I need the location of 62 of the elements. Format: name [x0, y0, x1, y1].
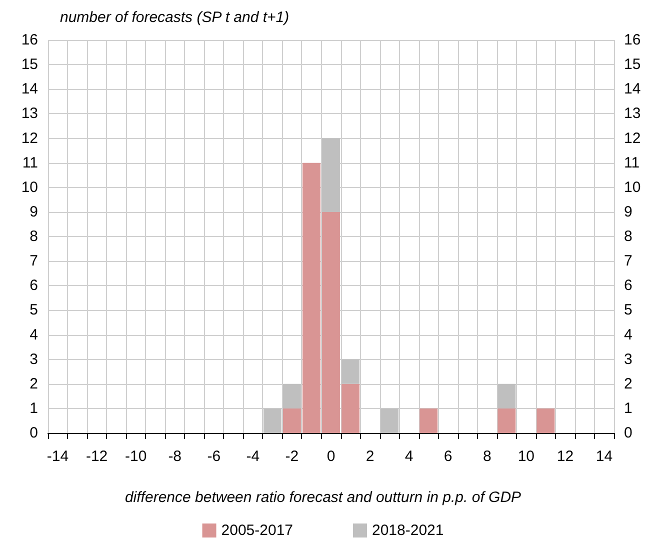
y-tick-label: 1 [30, 400, 38, 417]
y2-tick-label: 7 [624, 252, 632, 270]
y-tick-label: 7 [30, 252, 38, 270]
y-tick-label: 6 [30, 277, 38, 294]
x-tick-label: 4 [404, 448, 414, 465]
x-tick-label: -4 [246, 448, 260, 465]
y-tick-label: 9 [30, 203, 38, 220]
y2-tick-label: 1 [624, 400, 632, 417]
y2-tick-label: 8 [624, 228, 632, 245]
bar [263, 408, 282, 433]
x-axis-title: difference between ratio forecast and outturn in p.p. of GDP [124, 489, 522, 506]
x-tick-label: -2 [285, 448, 299, 465]
x-tick-label: 0 [326, 448, 336, 465]
x-tick-label: -6 [207, 448, 221, 465]
y-tick-label: 10 [21, 178, 38, 196]
x-tick-label: 2 [366, 448, 374, 465]
y2-tick-label: 11 [624, 154, 640, 172]
y-tick-label: 12 [21, 130, 38, 147]
y-tick-label: 0 [30, 424, 38, 442]
x-tick-label: 12 [556, 448, 574, 465]
x-tick-label: -12 [86, 448, 108, 465]
bar [342, 359, 360, 384]
y2-tick-label: 14 [624, 80, 641, 98]
y2-tick-label: 9 [624, 203, 632, 220]
x-tick-label: -8 [168, 448, 182, 465]
y2-tick-label: 6 [624, 277, 632, 294]
x-tick-label: 10 [518, 448, 535, 465]
x-tick-label: -10 [124, 448, 147, 465]
y-tick-label: 3 [30, 350, 38, 368]
y2-tick-label: 13 [624, 105, 641, 122]
x-tick-label: 14 [596, 448, 613, 465]
y-tick-label: 13 [21, 105, 38, 122]
y2-tick-label: 12 [624, 130, 641, 147]
bar [498, 408, 516, 433]
legend-label: 2005-2017 [221, 522, 293, 539]
y-tick-label: 4 [30, 326, 38, 344]
y2-tick-label: 3 [624, 350, 632, 368]
y-tick-label: 8 [30, 228, 38, 245]
bar [380, 408, 399, 433]
x-tick-label: 6 [444, 448, 452, 465]
bar [322, 138, 340, 212]
y2-tick-label: 2 [624, 375, 632, 392]
y2-tick-label: 5 [624, 302, 632, 319]
bar [498, 384, 516, 408]
y-tick-label: 5 [30, 302, 38, 319]
y2-tick-label: 16 [624, 32, 641, 48]
y-tick-label: 14 [21, 80, 38, 98]
bar [536, 408, 555, 433]
y2-tick-label: 15 [624, 56, 641, 74]
y-tick-label: 16 [21, 32, 38, 48]
y2-tick-label: 10 [624, 178, 641, 196]
y-tick-label: 11 [22, 154, 38, 172]
y-tick-label: 15 [21, 56, 38, 74]
bar [420, 408, 438, 433]
y-axis-title: number of forecasts (SP t and t+1) [60, 9, 290, 26]
x-tick-label: -14 [46, 448, 69, 465]
legend-label: 2018-2021 [372, 522, 444, 539]
x-tick-label: 8 [482, 448, 492, 465]
y-tick-label: 2 [30, 375, 38, 392]
bar [282, 384, 301, 408]
y2-tick-label: 0 [624, 424, 632, 442]
y2-tick-label: 4 [624, 326, 632, 344]
